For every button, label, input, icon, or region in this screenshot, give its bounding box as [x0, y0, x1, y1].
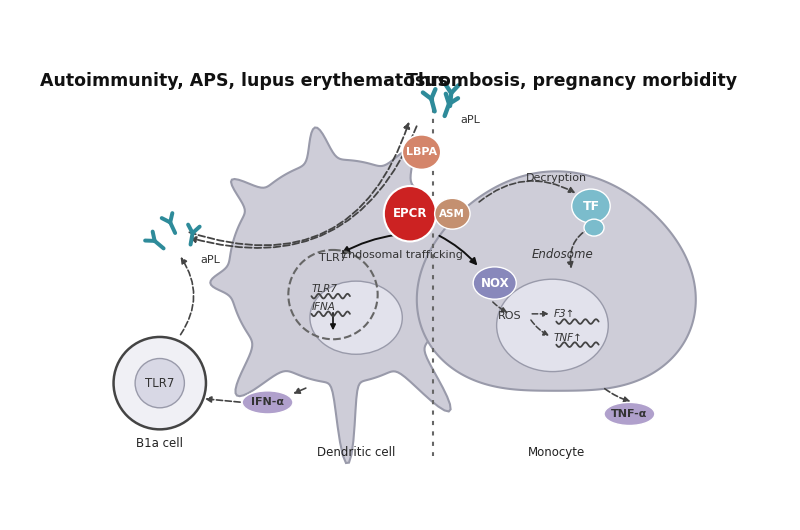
Text: IFN-α: IFN-α: [251, 398, 284, 408]
Text: Endosomal trafficking: Endosomal trafficking: [342, 250, 463, 260]
Ellipse shape: [402, 135, 441, 170]
Text: EPCR: EPCR: [393, 207, 427, 220]
Ellipse shape: [384, 186, 436, 242]
Text: TLR7: TLR7: [145, 377, 174, 390]
Text: Thrombosis, pregnancy morbidity: Thrombosis, pregnancy morbidity: [406, 72, 738, 90]
Text: IFNA: IFNA: [311, 302, 335, 312]
Text: aPL: aPL: [460, 115, 480, 125]
Ellipse shape: [584, 219, 604, 236]
Text: ASM: ASM: [439, 209, 466, 219]
Ellipse shape: [473, 267, 516, 299]
Text: TLR7: TLR7: [311, 284, 338, 294]
Text: Autoimmunity, APS, lupus erythematosus: Autoimmunity, APS, lupus erythematosus: [40, 72, 449, 90]
Text: aPL: aPL: [201, 255, 221, 265]
Text: TLR7: TLR7: [319, 253, 347, 263]
Ellipse shape: [434, 198, 470, 229]
Text: TNF-α: TNF-α: [611, 409, 648, 419]
Text: Monocyte: Monocyte: [528, 446, 585, 459]
Ellipse shape: [242, 391, 293, 414]
Text: LBPA: LBPA: [406, 147, 437, 157]
Ellipse shape: [497, 279, 608, 372]
Text: Endosome: Endosome: [531, 248, 594, 261]
Polygon shape: [210, 128, 492, 463]
Text: TNF↑: TNF↑: [554, 333, 582, 343]
Text: Dendritic cell: Dendritic cell: [317, 446, 395, 459]
Text: F3↑: F3↑: [554, 309, 574, 319]
Circle shape: [135, 358, 184, 408]
Text: Decryption: Decryption: [526, 173, 587, 182]
Polygon shape: [417, 171, 696, 391]
Text: ROS: ROS: [498, 311, 522, 321]
Ellipse shape: [604, 402, 655, 426]
Ellipse shape: [572, 189, 610, 223]
Ellipse shape: [310, 281, 402, 354]
Circle shape: [114, 337, 206, 429]
Text: NOX: NOX: [480, 277, 509, 289]
Text: B1a cell: B1a cell: [136, 437, 183, 450]
Text: TF: TF: [582, 200, 599, 213]
